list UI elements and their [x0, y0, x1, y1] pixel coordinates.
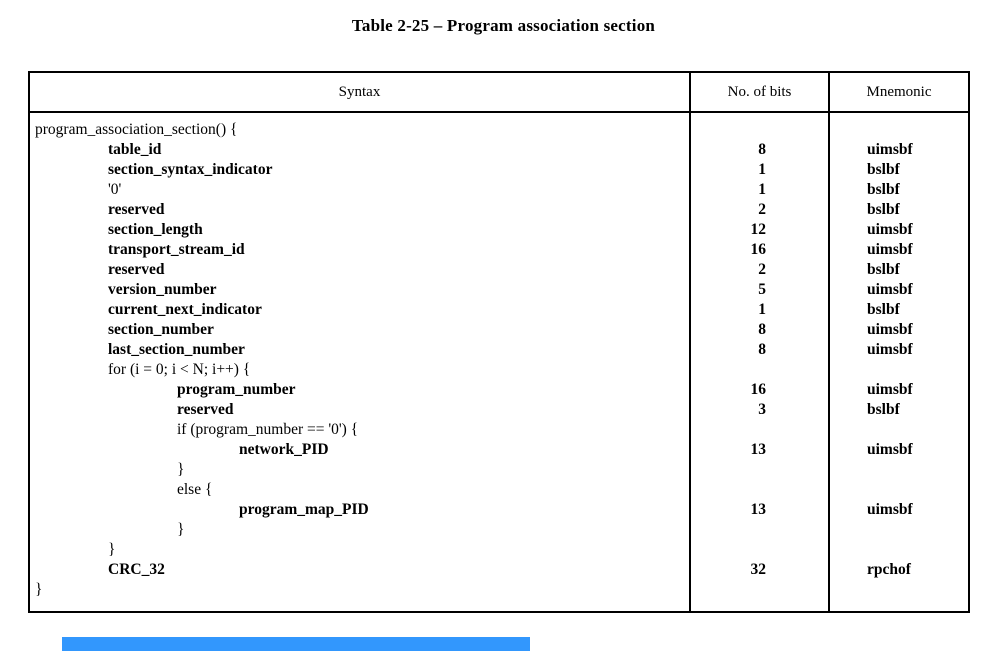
- table-caption: Table 2-25 – Program association section: [351, 16, 656, 35]
- syntax-line: current_next_indicator: [108, 301, 262, 318]
- bits-value: [691, 480, 766, 500]
- mnemonic-value: uimsbf: [867, 441, 913, 458]
- bits-column: 8 1 1 2 12 16 2 5 1 8 8 16 3 13 13 32: [691, 113, 830, 611]
- bits-value: [691, 520, 766, 540]
- syntax-line: network_PID: [239, 441, 329, 458]
- syntax-line: last_section_number: [108, 341, 245, 358]
- mnemonic-value: uimsbf: [867, 381, 913, 398]
- header-mnemonic: Mnemonic: [866, 84, 932, 100]
- mnemonic-column: uimsbf bslbf bslbf bslbf uimsbf uimsbf bslbf ui…: [830, 113, 968, 611]
- mnemonic-value: [867, 540, 968, 560]
- syntax-line: section_syntax_indicator: [108, 161, 273, 178]
- syntax-line: section_length: [108, 221, 203, 238]
- mnemonic-value: [867, 420, 968, 440]
- mnemonic-value: bslbf: [867, 261, 900, 278]
- syntax-line: section_number: [108, 321, 214, 338]
- syntax-line: reserved: [177, 401, 234, 418]
- bits-value: [691, 540, 766, 560]
- syntax-line: }: [108, 541, 116, 558]
- mnemonic-value: uimsbf: [867, 281, 913, 298]
- syntax-line: program_number: [177, 381, 296, 398]
- bits-value: 1: [758, 301, 766, 318]
- mnemonic-value: [867, 520, 968, 540]
- syntax-line: reserved: [108, 201, 165, 218]
- mnemonic-value: uimsbf: [867, 141, 913, 158]
- bits-value: 16: [750, 241, 767, 258]
- syntax-line: if (program_number == '0') {: [177, 421, 359, 438]
- mnemonic-value: bslbf: [867, 161, 900, 178]
- bits-value: [691, 420, 766, 440]
- mnemonic-value: bslbf: [867, 201, 900, 218]
- bits-value: 2: [758, 201, 766, 218]
- syntax-line: CRC_32: [108, 561, 165, 578]
- mnemonic-value: rpchof: [867, 561, 911, 578]
- bits-value: 5: [758, 281, 766, 298]
- mnemonic-value: [867, 460, 968, 480]
- bits-value: 1: [758, 161, 766, 178]
- mnemonic-value: [867, 580, 968, 600]
- bits-value: 8: [758, 341, 766, 358]
- syntax-line: }: [177, 461, 185, 478]
- bits-value: 32: [750, 561, 767, 578]
- mnemonic-value: uimsbf: [867, 501, 913, 518]
- mnemonic-value: uimsbf: [867, 241, 913, 258]
- mnemonic-value: [867, 480, 968, 500]
- syntax-line: '0': [108, 181, 122, 198]
- mnemonic-value: bslbf: [867, 401, 900, 418]
- header-syntax: Syntax: [30, 73, 691, 111]
- syntax-table: Syntax No. of bits Mnemonic program_asso…: [28, 71, 970, 613]
- syntax-line: }: [177, 521, 185, 538]
- syntax-line: reserved: [108, 261, 165, 278]
- bits-value: 8: [758, 321, 766, 338]
- bits-value: [691, 120, 766, 140]
- mnemonic-value: [867, 360, 968, 380]
- bits-value: [691, 580, 766, 600]
- syntax-line: program_association_section() {: [35, 121, 238, 138]
- bits-value: 13: [750, 501, 767, 518]
- mnemonic-value: bslbf: [867, 181, 900, 198]
- syntax-line: for (i = 0; i < N; i++) {: [108, 361, 251, 378]
- bits-value: 1: [758, 181, 766, 198]
- selection-highlight: [62, 637, 530, 651]
- mnemonic-value: uimsbf: [867, 321, 913, 338]
- syntax-line: else {: [177, 481, 213, 498]
- bits-value: 13: [750, 441, 767, 458]
- syntax-line: transport_stream_id: [108, 241, 245, 258]
- bits-value: 8: [758, 141, 766, 158]
- syntax-line: }: [35, 581, 43, 598]
- bits-value: [691, 360, 766, 380]
- syntax-line: version_number: [108, 281, 217, 298]
- bits-value: 12: [750, 221, 767, 238]
- mnemonic-value: [867, 120, 968, 140]
- bits-value: 16: [750, 381, 767, 398]
- bits-value: 3: [758, 401, 766, 418]
- table-header-row: Syntax No. of bits Mnemonic: [30, 73, 968, 113]
- mnemonic-value: bslbf: [867, 301, 900, 318]
- bits-value: [691, 460, 766, 480]
- header-no-of-bits: No. of bits: [691, 73, 830, 111]
- syntax-line: table_id: [108, 141, 162, 158]
- bits-value: 2: [758, 261, 766, 278]
- syntax-line: program_map_PID: [239, 501, 369, 518]
- mnemonic-value: uimsbf: [867, 221, 913, 238]
- mnemonic-value: uimsbf: [867, 341, 913, 358]
